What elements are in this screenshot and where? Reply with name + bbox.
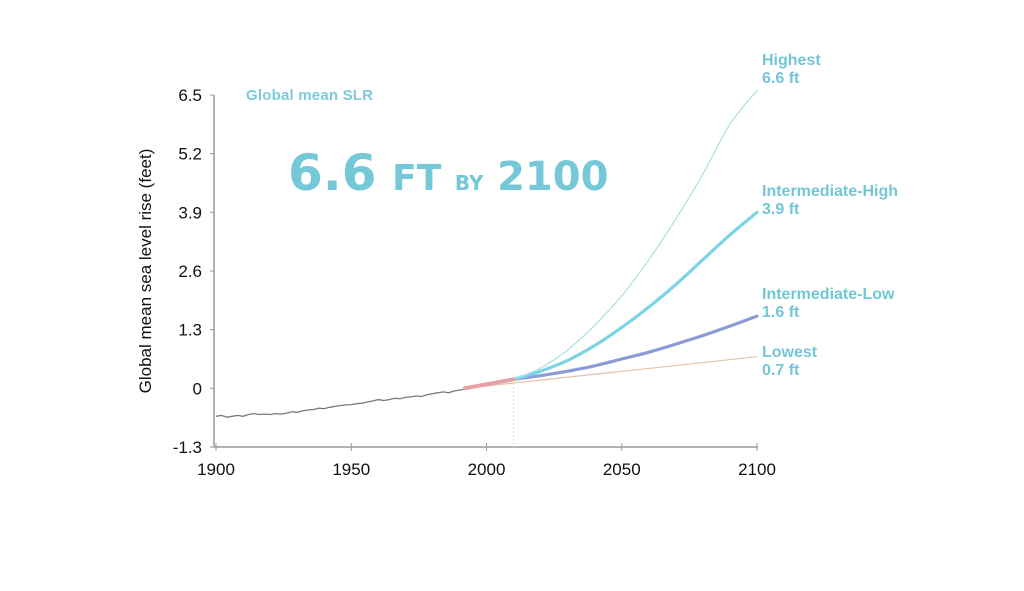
x-tick-label: 1900 <box>197 460 235 479</box>
x-tick-label: 2100 <box>738 460 776 479</box>
chart-subtitle: Global mean SLR <box>246 87 373 104</box>
y-tick-label: 1.3 <box>178 321 202 340</box>
y-tick-label: 0 <box>193 379 202 398</box>
y-tick-label: 5.2 <box>178 145 202 164</box>
scenario-line-highest <box>512 89 758 380</box>
headline-year: 2100 <box>497 154 608 200</box>
y-tick-label: 6.5 <box>178 86 202 105</box>
scenario-value-lowest: 0.7 ft <box>762 362 800 379</box>
headline-number: 6.6 <box>288 144 377 202</box>
scenario-line-intermediate-high <box>511 210 759 381</box>
scenario-label-intermediate-low: Intermediate-Low <box>762 286 895 303</box>
y-tick-label: 3.9 <box>178 203 202 222</box>
satellite-line <box>462 377 516 391</box>
scenario-value-highest: 6.6 ft <box>762 70 800 87</box>
y-tick-label: 2.6 <box>178 262 202 281</box>
x-tick-label: 1950 <box>332 460 370 479</box>
scenario-value-intermediate-high: 3.9 ft <box>762 201 800 218</box>
scenario-value-intermediate-low: 1.6 ft <box>762 304 800 321</box>
historical-line <box>215 388 466 418</box>
x-tick-label: 2050 <box>603 460 641 479</box>
y-tick-label: -1.3 <box>173 438 202 457</box>
y-axis-title: Global mean sea level rise (feet) <box>136 149 155 394</box>
x-tick-label: 2000 <box>468 460 506 479</box>
scenario-label-highest: Highest <box>762 52 821 69</box>
scenario-label-intermediate-high: Intermediate-High <box>762 183 898 200</box>
chart-headline: 6.6 FT BY 2100 <box>288 144 608 202</box>
headline-by: BY <box>455 171 484 195</box>
scenario-line-intermediate-low <box>511 314 759 381</box>
headline-unit: FT <box>392 158 442 199</box>
scenario-label-lowest: Lowest <box>762 344 818 361</box>
